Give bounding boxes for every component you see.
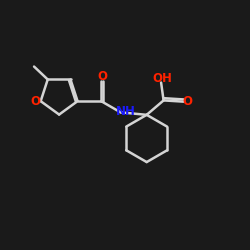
Text: O: O — [183, 95, 193, 108]
Text: OH: OH — [152, 72, 172, 85]
Text: O: O — [31, 95, 41, 108]
Text: NH: NH — [116, 104, 136, 118]
Text: O: O — [97, 70, 107, 83]
